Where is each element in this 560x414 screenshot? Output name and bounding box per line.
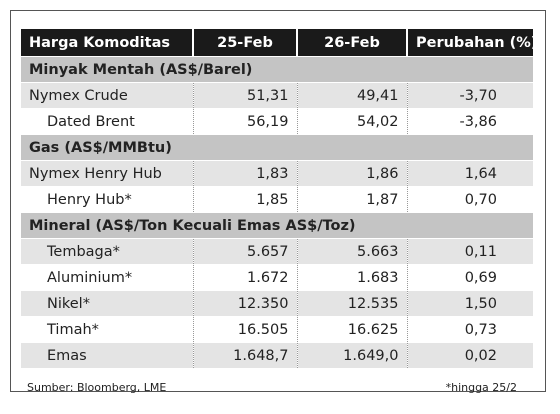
data-row: Nymex Henry Hub 1,83 1,86 1,64 — [21, 160, 533, 187]
source: Sumber: Bloomberg, LME — [27, 381, 167, 394]
section-row: Minyak Mentah (AS$/Barel) — [21, 56, 533, 83]
value-cell: 0,02 — [407, 342, 533, 368]
value-cell: 0,70 — [407, 186, 533, 213]
value-cell: 1,50 — [407, 290, 533, 317]
data-row: Tembaga* 5.657 5.663 0,11 — [21, 238, 533, 265]
data-row: Henry Hub* 1,85 1,87 0,70 — [21, 186, 533, 213]
footnote: *hingga 25/2 — [445, 381, 517, 394]
commodity-name: Timah* — [21, 316, 194, 343]
section-title: Gas (AS$/MMBtu) — [21, 134, 533, 161]
value-cell: 16.625 — [297, 316, 408, 343]
header-cell: 25-Feb — [193, 29, 298, 57]
value-cell: -3,86 — [407, 108, 533, 135]
data-row: Timah* 16.505 16.625 0,73 — [21, 316, 533, 343]
commodity-name: Aluminium* — [21, 264, 194, 291]
value-cell: 1,64 — [407, 160, 533, 187]
commodity-name: Nikel* — [21, 290, 194, 317]
data-row: Nymex Crude 51,31 49,41 -3,70 — [21, 82, 533, 109]
header-cell: Perubahan (%) — [407, 29, 533, 57]
value-cell: 16.505 — [193, 316, 298, 343]
value-cell: 1.649,0 — [297, 342, 408, 368]
commodity-name: Nymex Crude — [21, 82, 194, 109]
commodity-name: Emas — [21, 342, 194, 368]
value-cell: 56,19 — [193, 108, 298, 135]
value-cell: 54,02 — [297, 108, 408, 135]
value-cell: 1,87 — [297, 186, 408, 213]
value-cell: 12.535 — [297, 290, 408, 317]
value-cell: 1,86 — [297, 160, 408, 187]
value-cell: 0,11 — [407, 238, 533, 265]
header-cell: Harga Komoditas — [21, 29, 194, 57]
value-cell: 1,83 — [193, 160, 298, 187]
section-title: Mineral (AS$/Ton Kecuali Emas AS$/Toz) — [21, 212, 533, 239]
value-cell: 51,31 — [193, 82, 298, 109]
header-cell: 26-Feb — [297, 29, 408, 57]
value-cell: -3,70 — [407, 82, 533, 109]
commodity-table: Harga Komoditas 25-Feb 26-Feb Perubahan (%)… — [21, 29, 533, 368]
data-row: Dated Brent 56,19 54,02 -3,86 — [21, 108, 533, 135]
value-cell: 12.350 — [193, 290, 298, 317]
value-cell: 1.648,7 — [193, 342, 298, 368]
data-row: Aluminium* 1.672 1.683 0,69 — [21, 264, 533, 291]
section-title: Minyak Mentah (AS$/Barel) — [21, 56, 533, 83]
value-cell: 1,85 — [193, 186, 298, 213]
value-cell: 5.657 — [193, 238, 298, 265]
value-cell: 0,73 — [407, 316, 533, 343]
value-cell: 49,41 — [297, 82, 408, 109]
commodity-name: Dated Brent — [21, 108, 194, 135]
table-frame: Harga Komoditas 25-Feb 26-Feb Perubahan (%)… — [10, 10, 546, 394]
value-cell: 1.672 — [193, 264, 298, 291]
header-row: Harga Komoditas 25-Feb 26-Feb Perubahan (%) — [21, 29, 533, 57]
section-row: Gas (AS$/MMBtu) — [21, 134, 533, 161]
commodity-name: Henry Hub* — [21, 186, 194, 213]
commodity-name: Tembaga* — [21, 238, 194, 265]
section-row: Mineral (AS$/Ton Kecuali Emas AS$/Toz) — [21, 212, 533, 239]
data-row: Emas 1.648,7 1.649,0 0,02 — [21, 342, 533, 368]
commodity-name: Nymex Henry Hub — [21, 160, 194, 187]
value-cell: 1.683 — [297, 264, 408, 291]
data-row: Nikel* 12.350 12.535 1,50 — [21, 290, 533, 317]
value-cell: 0,69 — [407, 264, 533, 291]
value-cell: 5.663 — [297, 238, 408, 265]
